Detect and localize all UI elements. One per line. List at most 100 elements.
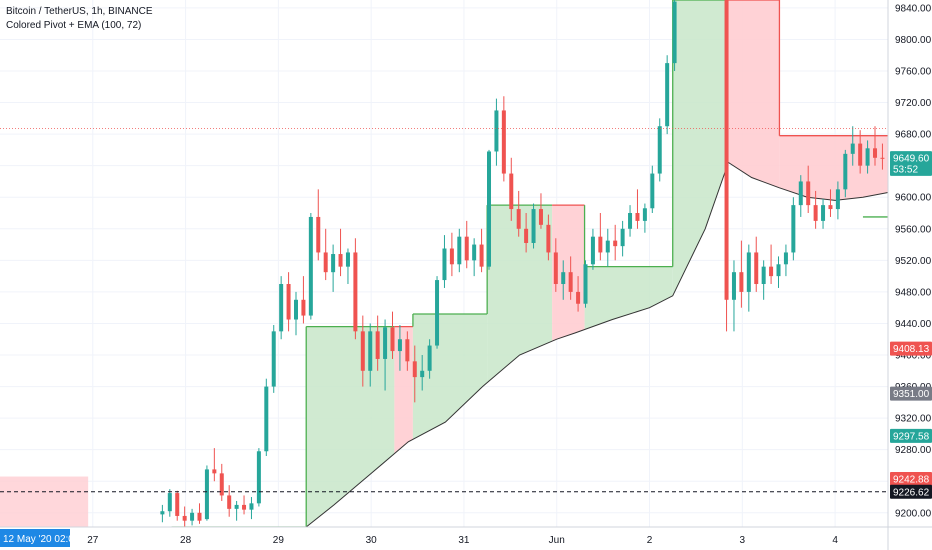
candle-body — [509, 173, 514, 210]
price-axis-background — [888, 0, 932, 550]
indicator-title[interactable]: Colored Pivot + EMA (100, 72) — [6, 20, 142, 31]
candle-body — [375, 331, 380, 359]
candle-body — [776, 264, 781, 277]
candle-body — [642, 208, 647, 221]
candle-body — [858, 143, 863, 166]
candle-body — [731, 272, 736, 300]
candle-body — [672, 1, 677, 64]
candle-body — [457, 236, 462, 265]
candle-body — [190, 512, 195, 521]
y-tick-label: 9280.00 — [895, 445, 932, 456]
pivot-area — [552, 205, 585, 342]
candle-body — [576, 291, 581, 304]
candle-body — [880, 157, 885, 159]
candle-body — [843, 153, 848, 190]
x-tick-label: 3 — [740, 535, 746, 546]
candle-body — [487, 151, 492, 267]
pivot-area — [487, 205, 553, 383]
price-tag-box — [890, 161, 932, 176]
candle-body — [175, 493, 180, 516]
candle-body — [739, 272, 744, 292]
price-tag-label: 9351.00 — [893, 389, 930, 400]
y-tick-label: 9560.00 — [895, 224, 932, 235]
y-tick-label: 9320.00 — [895, 414, 932, 425]
price-tag-label: 53:52 — [893, 164, 918, 175]
candle-body — [160, 511, 165, 515]
price-tag-label: 9408.13 — [893, 344, 930, 355]
price-tag-box — [890, 471, 932, 486]
x-tick-label: 31 — [458, 535, 470, 546]
candle-body — [464, 236, 469, 261]
candle-body — [353, 252, 358, 332]
candle-body — [598, 236, 603, 253]
candle-body — [435, 280, 440, 346]
left-pivot-band — [0, 476, 89, 527]
candle-body — [798, 181, 803, 206]
candle-body — [212, 469, 217, 474]
y-tick-label: 9480.00 — [895, 287, 932, 298]
candle-body — [605, 240, 610, 253]
price-tag-box — [890, 484, 932, 499]
candle-body — [553, 252, 558, 285]
x-tick-label: 4 — [832, 535, 838, 546]
candle-body — [501, 110, 506, 174]
candle-body — [427, 345, 432, 371]
price-tag-box — [890, 386, 932, 401]
candle-body — [583, 264, 588, 304]
candle-body — [256, 451, 261, 504]
candle-body — [323, 252, 328, 273]
x-tick-label: 28 — [180, 535, 192, 546]
candle-body — [835, 189, 840, 210]
price-tag-label: 9649.60 — [893, 154, 930, 165]
candle-body — [783, 252, 788, 265]
pivot-area — [412, 314, 488, 440]
candle-body — [412, 361, 417, 378]
y-tick-label: 9600.00 — [895, 193, 932, 204]
candle-body — [761, 266, 766, 285]
candle-body — [821, 205, 826, 221]
y-tick-label: 9720.00 — [895, 98, 932, 109]
candle-body — [754, 252, 759, 285]
candle-body — [405, 339, 410, 362]
y-tick-label: 9520.00 — [895, 256, 932, 267]
pivot-area — [672, 0, 729, 296]
candle-body — [383, 327, 388, 359]
symbol-title[interactable]: Bitcoin / TetherUS, 1h, BINANCE — [6, 6, 153, 17]
candle-body — [806, 181, 811, 206]
candle-body — [197, 512, 202, 521]
candle-body — [516, 209, 521, 229]
pivot-area — [394, 326, 413, 454]
candle-body — [479, 244, 484, 267]
candle-body — [828, 205, 833, 210]
candle-body — [368, 331, 373, 371]
price-tag-box — [890, 151, 932, 166]
x-tick-label: 29 — [273, 535, 285, 546]
y-tick-label: 9680.00 — [895, 130, 932, 141]
y-tick-label: 9760.00 — [895, 67, 932, 78]
candle-body — [182, 515, 187, 521]
candle-body — [628, 213, 633, 229]
price-tag-box — [890, 428, 932, 443]
y-tick-label: 9800.00 — [895, 35, 932, 46]
left-band-area — [0, 476, 89, 527]
candle-body — [227, 495, 232, 509]
candle-body — [338, 254, 343, 267]
pivot-area — [306, 326, 395, 527]
pivot-areas — [171, 0, 888, 528]
pivot-area — [728, 0, 780, 188]
candle-body — [264, 386, 269, 452]
candle-body — [397, 339, 402, 352]
candle-body — [308, 216, 313, 316]
candle-body — [746, 252, 751, 292]
candles — [160, 0, 885, 527]
candle-body — [420, 370, 425, 378]
crosshair-date-label: 12 May '20 02:00 — [3, 534, 80, 545]
candle-body — [279, 284, 284, 332]
candle-body — [568, 272, 573, 292]
time-axis-background — [0, 527, 932, 550]
y-tick-label: 9840.00 — [895, 3, 932, 14]
